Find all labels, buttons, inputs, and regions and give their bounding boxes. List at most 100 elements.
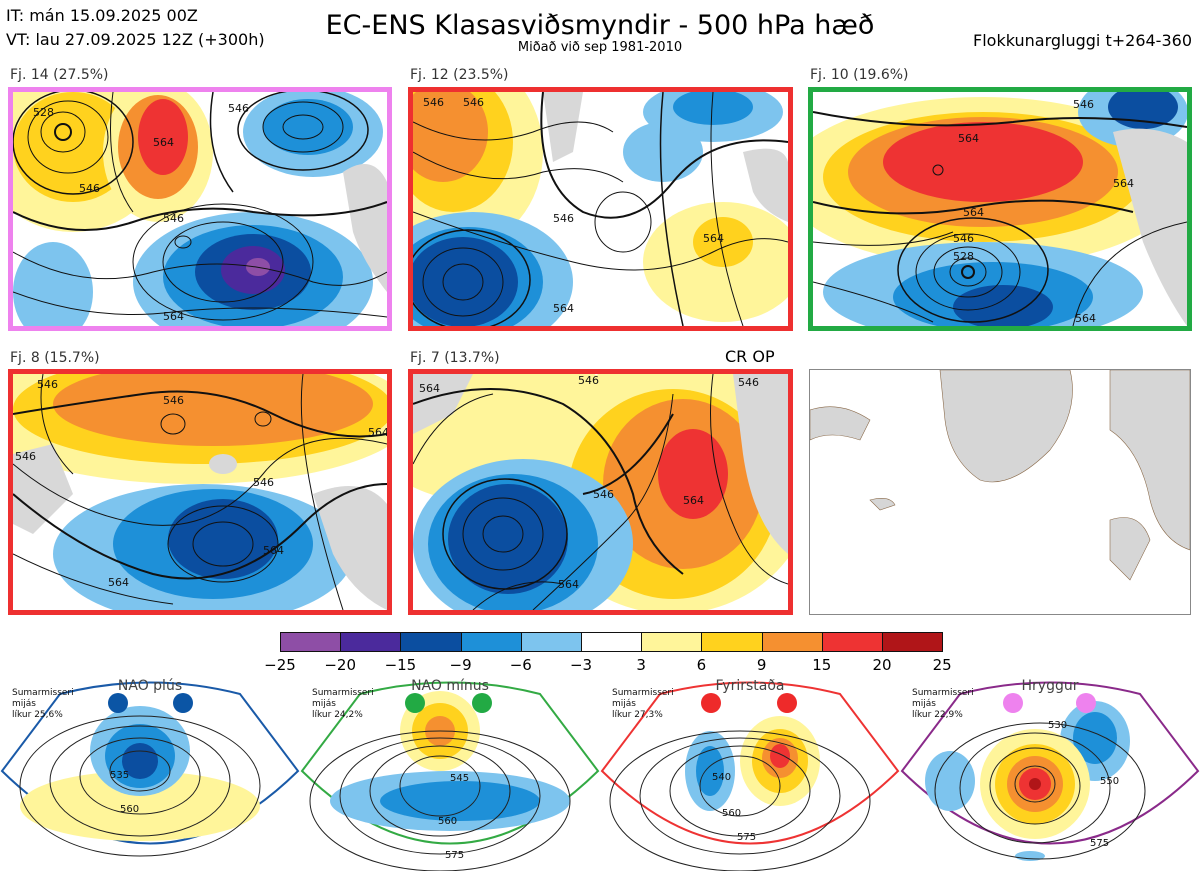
- anomaly-field: [13, 374, 387, 610]
- contour-label: 564: [963, 206, 984, 219]
- contour-label: 546: [423, 96, 444, 109]
- regime-blocking: 540 560 575 Fyrirstaða Sumarmisseri mijá…: [600, 676, 900, 871]
- contour-label: 528: [953, 250, 974, 263]
- colorbar-tick-label: 6: [696, 656, 707, 674]
- contour-label: 546: [1073, 98, 1094, 111]
- regime-dot-icon: [1003, 693, 1023, 713]
- regime-name: NAO mínus: [411, 678, 489, 694]
- init-time: IT: mán 15.09.2025 00Z: [6, 6, 198, 25]
- colorbar-cell: [761, 632, 823, 652]
- regime-dot-icon: [108, 693, 128, 713]
- regime-dot-icon: [701, 693, 721, 713]
- contour-label: 564: [1075, 312, 1096, 325]
- contour-label: 546: [953, 232, 974, 245]
- regime-kind: mijás: [612, 699, 636, 709]
- colorbar-tick-label: 20: [872, 656, 892, 674]
- contour-label: 546: [578, 374, 599, 387]
- contour-label: 530: [1048, 720, 1067, 731]
- anomaly-field: [813, 92, 1187, 326]
- contour-label: 546: [228, 102, 249, 115]
- colorbar-cell: [400, 632, 462, 652]
- cluster-map-1[interactable]: 528 546 546 564 564 546: [8, 87, 392, 331]
- contour-label: 540: [712, 772, 731, 783]
- regime-kind: mijás: [312, 699, 336, 709]
- cluster-map-4[interactable]: 546 546 564 546 546 564 564: [8, 369, 392, 615]
- regime-season: Sumarmisseri: [612, 688, 674, 698]
- regime-map: 530 550 575: [900, 681, 1200, 861]
- cluster-label: Fj. 12 (23.5%): [410, 67, 509, 83]
- regime-probability: líkur 27,3%: [612, 710, 663, 720]
- regime-nao-plus: 535 560 NAO plús Sumarmisseri mijás líku…: [0, 676, 300, 871]
- regime-map: 540 560 575: [600, 681, 900, 871]
- regime-info: Sumarmisseri mijás líkur 24,2%: [312, 688, 374, 721]
- regime-season: Sumarmisseri: [312, 688, 374, 698]
- colorbar-cell: [280, 632, 342, 652]
- cluster-map-3[interactable]: 546 564 564 564 546 528 564: [808, 87, 1192, 331]
- regime-info: Sumarmisseri mijás líkur 27,3%: [612, 688, 674, 721]
- control-run-map[interactable]: [809, 369, 1191, 615]
- regime-nao-minus: 545 560 575 NAO mínus Sumarmisseri mijás…: [300, 676, 600, 871]
- regime-probability: líkur 24,2%: [312, 710, 363, 720]
- contour-label: 545: [450, 773, 469, 784]
- cluster-map-2[interactable]: 546 546 546 564 564: [408, 87, 793, 331]
- regime-info: Sumarmisseri mijás líkur 22,9%: [912, 688, 974, 721]
- regime-kind: mijás: [12, 699, 36, 709]
- colorbar-cell: [641, 632, 703, 652]
- cluster-map-5[interactable]: 564 546 546 546 564 564: [408, 369, 793, 615]
- contour-label: 564: [419, 382, 440, 395]
- regime-name: NAO plús: [117, 678, 183, 694]
- regime-kind: mijás: [912, 699, 936, 709]
- anomaly-field: [413, 92, 788, 326]
- colorbar-cell: [701, 632, 763, 652]
- regime-probability: líkur 22,9%: [912, 710, 963, 720]
- anomaly-field: [13, 92, 387, 326]
- contour-label: 564: [553, 302, 574, 315]
- height-contours: [13, 92, 387, 321]
- regime-info: Sumarmisseri mijás líkur 25,6%: [12, 688, 74, 721]
- contour-label: 535: [110, 770, 129, 781]
- colorbar-cell: [882, 632, 944, 652]
- regime-name: Hryggur: [1021, 678, 1079, 694]
- colorbar-cell: [581, 632, 643, 652]
- colorbar-tick-label: 15: [812, 656, 832, 674]
- contour-label: 564: [1113, 177, 1134, 190]
- cluster-label: Fj. 14 (27.5%): [10, 67, 109, 83]
- contour-label: 546: [79, 182, 100, 195]
- regime-dot-icon: [1076, 693, 1096, 713]
- regime-dot-icon: [777, 693, 797, 713]
- height-contours: [413, 92, 788, 326]
- valid-time: VT: lau 27.09.2025 12Z (+300h): [6, 30, 265, 49]
- colorbar-tick-label: 3: [636, 656, 646, 674]
- regime-probability: líkur 25,6%: [12, 710, 63, 720]
- regime-season: Sumarmisseri: [12, 688, 74, 698]
- regime-dot-icon: [173, 693, 193, 713]
- land-masses: [810, 370, 1190, 581]
- colorbar-cell: [821, 632, 883, 652]
- classification-window: Flokkunargluggi t+264-360: [973, 31, 1192, 50]
- colorbar-cell: [340, 632, 402, 652]
- page-title: EC-ENS Klasasviðsmyndir - 500 hPa hæð: [325, 10, 875, 41]
- regime-map: 535 560: [0, 681, 300, 857]
- contour-label: 528: [33, 106, 54, 119]
- contour-label: 564: [108, 576, 129, 589]
- colorbar-cell: [460, 632, 522, 652]
- contour-label: 546: [553, 212, 574, 225]
- contour-label: 564: [163, 310, 184, 323]
- colorbar-tick-label: 9: [756, 656, 767, 674]
- contour-label: 575: [1090, 838, 1109, 849]
- contour-label: 546: [37, 378, 58, 391]
- contour-label: 564: [683, 494, 704, 507]
- colorbar-cell: [520, 632, 582, 652]
- page-subtitle: Miðað við sep 1981-2010: [517, 40, 683, 55]
- cluster-label: Fj. 8 (15.7%): [10, 350, 100, 366]
- contour-label: 546: [463, 96, 484, 109]
- contour-label: 546: [738, 376, 759, 389]
- contour-label: 564: [368, 426, 387, 439]
- regime-dot-icon: [405, 693, 425, 713]
- colorbar-tick-label: −20: [324, 656, 357, 674]
- contour-label: 564: [263, 544, 284, 557]
- contour-label: 560: [722, 808, 741, 819]
- control-run-label: CR OP: [725, 347, 775, 366]
- contour-label: 564: [703, 232, 724, 245]
- colorbar-tick-label: 25: [932, 656, 952, 674]
